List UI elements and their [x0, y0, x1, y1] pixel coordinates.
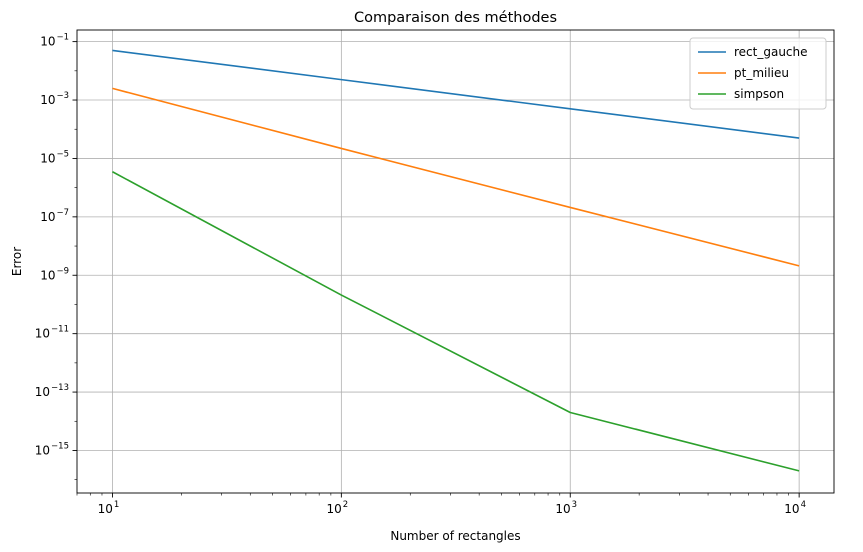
y-axis-label: Error: [10, 247, 24, 276]
legend-label-pt_milieu: pt_milieu: [734, 66, 789, 80]
grid: [77, 30, 834, 493]
legend-label-rect_gauche: rect_gauche: [734, 45, 808, 59]
series-line-simpson: [112, 171, 800, 472]
series-line-pt_milieu: [112, 87, 800, 267]
legend-box: [689, 37, 827, 110]
series-lines: [112, 49, 800, 472]
legend-label-simpson: simpson: [734, 87, 784, 101]
plot-frame: [76, 29, 835, 494]
chart-title: Comparaison des méthodes: [354, 10, 557, 26]
x-axis-label: Number of rectangles: [390, 529, 520, 543]
series-line-rect_gauche: [112, 49, 800, 139]
